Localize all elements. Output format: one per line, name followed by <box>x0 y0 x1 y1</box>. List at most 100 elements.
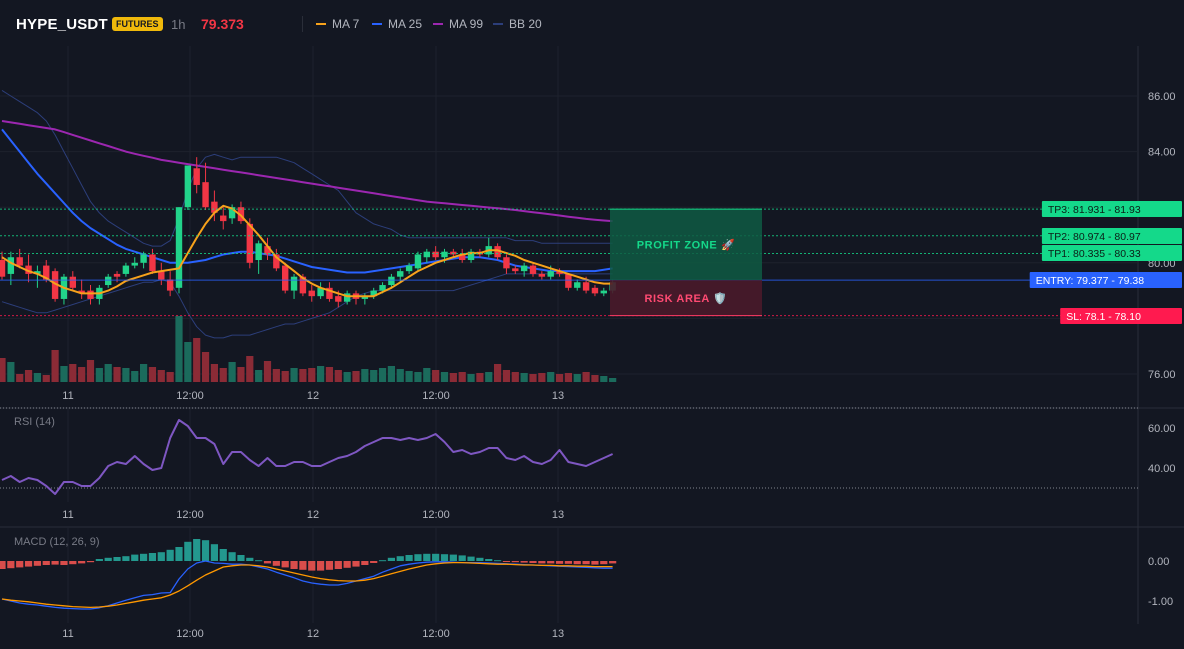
volume-bar <box>263 361 272 382</box>
volume-bar <box>255 370 263 382</box>
volume-bar <box>113 367 121 382</box>
volume-bar <box>529 374 537 382</box>
header-divider <box>302 16 303 32</box>
legend-bb20[interactable]: BB 20 <box>493 17 542 31</box>
legend-label: MA 25 <box>388 17 423 31</box>
volume-bar <box>432 370 440 382</box>
volume-bar <box>352 371 360 382</box>
macd-histogram-bar <box>69 561 77 565</box>
macd-signal-line <box>1 561 613 609</box>
candle-body <box>220 215 227 222</box>
candle-body <box>361 296 369 299</box>
ma99-line <box>1 120 613 223</box>
legend-ma7[interactable]: MA 7 <box>316 17 359 31</box>
rsi-axis-tick: 60.00 <box>1148 423 1176 435</box>
volume-bar <box>494 364 502 382</box>
macd-histogram-bar <box>387 557 395 561</box>
level-tag-bg <box>1041 201 1182 217</box>
macd-histogram-bar <box>467 556 475 561</box>
volume-bar <box>157 370 165 382</box>
macd-histogram-bar <box>609 561 617 564</box>
timeframe-selector[interactable]: 1h <box>171 17 186 32</box>
volume-bar <box>325 367 334 382</box>
macd-axis-tick: -1.00 <box>1148 596 1173 608</box>
ma25-line <box>1 128 613 274</box>
volume-bar <box>555 374 564 382</box>
macd-histogram-bar <box>299 561 307 570</box>
volume-bar <box>51 350 59 382</box>
volume-bar <box>564 373 572 382</box>
candle-body <box>122 265 130 274</box>
volume-bar <box>86 360 95 382</box>
macd-histogram-bar <box>476 557 484 561</box>
tp3-level-tag: TP3: 81.931 - 81.93 <box>1041 201 1182 217</box>
candle-body <box>388 276 395 286</box>
level-tag-text: SL: 78.1 - 78.10 <box>1066 311 1141 323</box>
time-axis-label: 12:00 <box>422 628 450 640</box>
candle-body <box>131 262 138 266</box>
macd-histogram-bar <box>60 561 68 565</box>
macd-histogram-bar <box>370 561 378 563</box>
macd-histogram-bar <box>502 561 511 562</box>
volume-bar <box>219 368 227 382</box>
volume-bar <box>290 368 298 382</box>
volume-bar <box>193 338 201 382</box>
volume-bar <box>370 370 378 382</box>
candle-body <box>547 271 554 277</box>
risk-area-box <box>610 280 762 316</box>
candle-body <box>184 165 192 208</box>
macd-histogram-bar <box>494 560 502 562</box>
level-tag-bg <box>1041 228 1182 244</box>
volume-bar <box>281 371 289 382</box>
legend-ma99[interactable]: MA 99 <box>433 17 483 31</box>
macd-histogram-bar <box>485 559 493 561</box>
candle-body <box>591 287 599 294</box>
macd-histogram-bar <box>396 556 404 561</box>
macd-histogram-bar <box>547 561 555 564</box>
time-axis-label: 12:00 <box>422 390 450 402</box>
macd-histogram-bar <box>246 557 254 561</box>
candle-body <box>282 265 289 291</box>
volume-bar <box>201 352 210 382</box>
macd-histogram-bar <box>352 561 360 567</box>
symbol-name[interactable]: HYPE_USDT <box>16 16 108 33</box>
candle-body <box>512 268 519 272</box>
level-tag-text: ENTRY: 79.377 - 79.38 <box>1036 275 1145 287</box>
candle-body <box>78 290 85 294</box>
volume-bar <box>42 375 50 382</box>
candle-body <box>140 254 147 263</box>
ma99-swatch <box>433 22 443 25</box>
level-tag-bg <box>1060 308 1182 324</box>
risk-area-label: RISK AREA 🛡️ <box>644 292 727 305</box>
last-price: 79.373 <box>201 16 244 32</box>
candle-body <box>343 293 351 302</box>
volume-bar <box>573 374 581 382</box>
candle-body <box>7 257 15 274</box>
price-axis-tick: 86.00 <box>1148 91 1176 103</box>
macd-histogram-bar <box>219 549 227 561</box>
candle-body <box>432 251 439 258</box>
candle-body <box>264 246 271 255</box>
macd-histogram-bar <box>157 552 165 561</box>
time-axis-label: 11 <box>62 509 73 521</box>
volume-bar <box>0 358 6 382</box>
rsi-axis-tick: 40.00 <box>1148 463 1176 475</box>
legend-ma25[interactable]: MA 25 <box>372 17 422 31</box>
candle-body <box>69 276 76 288</box>
macd-histogram-bar <box>7 561 15 569</box>
candle-body <box>158 271 165 280</box>
volume-bar <box>600 376 608 382</box>
macd-histogram-bar <box>184 541 192 561</box>
level-tag-text: TP2: 80.974 - 80.97 <box>1048 231 1141 243</box>
macd-histogram-bar <box>378 560 387 562</box>
candle-body <box>423 251 430 258</box>
candle-body <box>105 276 112 286</box>
candle-body <box>565 273 572 288</box>
profit-zone-box <box>610 209 762 281</box>
volume-bar <box>467 374 475 382</box>
candle-body <box>529 265 537 274</box>
legend-label: MA 99 <box>449 17 484 31</box>
candle-body <box>25 265 32 274</box>
macd-histogram-bar <box>564 561 572 564</box>
